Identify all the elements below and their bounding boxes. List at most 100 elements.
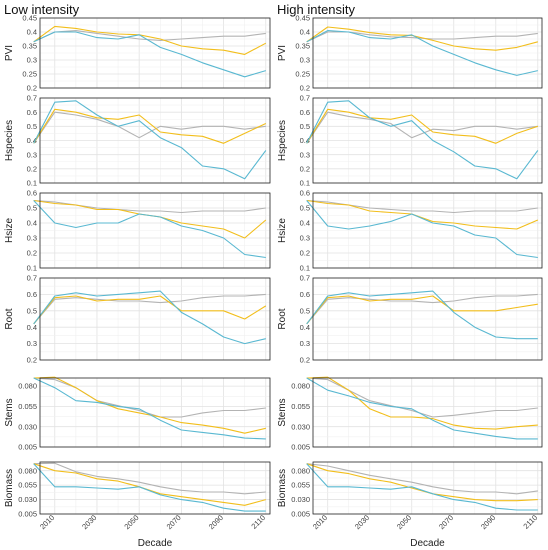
panel-pvi-high: 0.2 0.25 0.3 0.35 0.4 0.45 PVI High intensity — [277, 2, 543, 93]
series-line-blue — [33, 200, 266, 259]
x-tick-label: 2070 — [437, 513, 455, 531]
y-tick-label: 0.030 — [291, 422, 310, 431]
series-line-grey — [33, 111, 266, 144]
series-line-yellow — [33, 199, 267, 239]
y-tick-label: 0.4 — [300, 136, 310, 145]
y-axis-label: Hspecies — [4, 120, 15, 161]
panel-frame — [39, 97, 271, 184]
column-title: Low intensity — [4, 2, 80, 17]
series-line-blue — [33, 290, 266, 345]
series-line-grey — [306, 293, 538, 325]
y-tick-label: 0.2 — [300, 84, 310, 93]
y-tick-label: 0.030 — [18, 422, 37, 431]
y-axis-label: Hsize — [277, 218, 288, 243]
series-line-yellow — [33, 108, 267, 144]
y-tick-label: 0.1 — [27, 264, 37, 273]
y-tick-label: 0.4 — [27, 219, 37, 228]
x-tick-label: 2110 — [521, 513, 539, 531]
series-line-yellow — [306, 295, 538, 325]
panel-hsize-high: 0.1 0.2 0.3 0.4 0.5 0.6 Hsize — [277, 189, 543, 273]
series-line-blue — [33, 463, 266, 512]
y-tick-label: 0.7 — [27, 274, 37, 283]
y-tick-label: 0.7 — [300, 274, 310, 283]
y-tick-label: 0.3 — [27, 339, 37, 348]
series-line-grey — [306, 199, 538, 214]
panel-root-high: 0.2 0.3 0.4 0.5 0.6 0.7 Root — [277, 274, 543, 365]
y-tick-label: 0.6 — [27, 108, 37, 117]
y-tick-label: 0.5 — [27, 122, 37, 131]
y-tick-label: 0.4 — [300, 219, 310, 228]
y-tick-label: 0.3 — [300, 56, 310, 65]
series-line-blue — [306, 200, 538, 259]
y-tick-label: 0.25 — [295, 70, 310, 79]
y-tick-label: 0.2 — [27, 164, 37, 173]
y-axis-label: Biomass — [4, 469, 15, 507]
y-tick-label: 0.6 — [300, 189, 310, 198]
x-tick-label: 2030 — [80, 513, 98, 531]
panel-frame — [312, 277, 543, 361]
y-axis-label: Stems — [4, 398, 15, 426]
y-tick-label: 0.2 — [300, 164, 310, 173]
y-axis-label: Hsize — [4, 218, 15, 243]
panel-frame — [39, 277, 271, 361]
y-tick-label: 0.080 — [291, 382, 310, 391]
y-tick-label: 0.5 — [300, 306, 310, 315]
x-tick-label: 2050 — [122, 513, 140, 531]
y-tick-label: 0.1 — [300, 264, 310, 273]
y-axis-label: Stems — [277, 398, 288, 426]
x-tick-label: 2110 — [249, 513, 267, 531]
panel-frame — [312, 97, 543, 184]
series-line-grey — [33, 293, 266, 325]
panel-pvi-low: 0.2 0.25 0.3 0.35 0.4 0.45 PVI Low intensity — [4, 2, 271, 93]
y-axis-label: Hspecies — [277, 120, 288, 161]
y-axis-label: PVI — [4, 45, 15, 61]
y-tick-label: 0.4 — [27, 323, 37, 332]
series-line-grey — [33, 462, 266, 495]
panel-frame — [312, 377, 543, 448]
y-tick-label: 0.6 — [27, 189, 37, 198]
y-tick-label: 0.080 — [291, 466, 310, 475]
y-tick-label: 0.5 — [300, 204, 310, 213]
panel-frame — [312, 192, 543, 269]
y-tick-label: 0.35 — [295, 42, 310, 51]
y-tick-label: 0.4 — [27, 28, 37, 37]
y-tick-label: 0.5 — [300, 122, 310, 131]
y-tick-label: 0.3 — [27, 234, 37, 243]
series-line-grey — [306, 377, 538, 418]
y-tick-label: 0.005 — [18, 510, 37, 519]
y-tick-label: 0.4 — [300, 323, 310, 332]
y-axis-label: Root — [4, 308, 15, 329]
y-tick-label: 0.4 — [27, 136, 37, 145]
y-tick-label: 0.055 — [18, 481, 37, 490]
series-line-grey — [306, 463, 538, 495]
x-axis-title: Decade — [138, 538, 173, 549]
series-line-blue — [306, 290, 538, 340]
series-line-yellow — [306, 376, 538, 430]
x-tick-label: 2090 — [479, 513, 497, 531]
series-line-grey — [33, 30, 266, 43]
series-line-blue — [306, 377, 538, 440]
panel-frame — [39, 192, 271, 269]
y-tick-label: 0.055 — [18, 402, 37, 411]
series-line-yellow — [33, 25, 267, 55]
y-tick-label: 0.25 — [22, 70, 37, 79]
y-tick-label: 0.6 — [300, 108, 310, 117]
y-tick-label: 0.055 — [291, 402, 310, 411]
y-tick-label: 0.2 — [27, 84, 37, 93]
panel-root-low: 0.2 0.3 0.4 0.5 0.6 0.7 Root — [4, 274, 271, 365]
column-title: High intensity — [277, 2, 356, 17]
x-tick-label: 2030 — [353, 513, 371, 531]
y-tick-label: 0.7 — [27, 94, 37, 103]
panel-frame — [39, 17, 271, 89]
series-line-blue — [306, 100, 539, 180]
y-axis-label: Biomass — [277, 469, 288, 507]
y-tick-label: 0.2 — [27, 356, 37, 365]
y-tick-label: 0.1 — [300, 179, 310, 188]
x-axis-title: Decade — [410, 538, 445, 549]
x-tick-label: 2010 — [311, 513, 329, 531]
y-tick-label: 0.030 — [291, 495, 310, 504]
